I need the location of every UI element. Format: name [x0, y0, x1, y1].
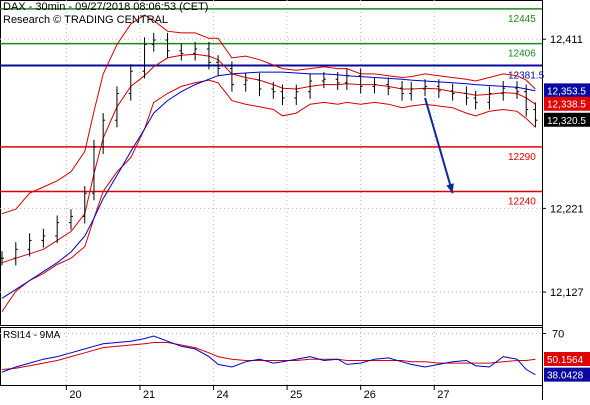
- y-tick-label: 12,411: [550, 34, 583, 46]
- price-tag: 12,338.5: [547, 100, 586, 111]
- price-tag-bg: [544, 83, 590, 98]
- rsi-title: RSI14 - 9MA: [3, 330, 61, 341]
- ma-slow-line: [1, 71, 536, 299]
- x-tick-label: 27: [437, 389, 449, 400]
- rsi-tag: 38.0428: [547, 371, 584, 382]
- price-tag-bg: [544, 112, 590, 127]
- x-tick-label: 24: [217, 389, 229, 400]
- level-label: 12406: [508, 49, 536, 60]
- ma-fast-line: [1, 53, 536, 264]
- rsi-tag-bg: [544, 352, 590, 367]
- price-tag-bg: [544, 96, 590, 111]
- x-tick-label: 26: [364, 389, 376, 400]
- level-label: 12290: [508, 152, 536, 163]
- x-tick-label: 21: [143, 389, 155, 400]
- main-plot-frame: [0, 0, 543, 326]
- forecast-arrow-head: [446, 183, 454, 194]
- rsi-plot-frame: [0, 327, 543, 386]
- rsi-ma-line: [1, 342, 536, 370]
- chart-header-source: Research © TRADING CENTRAL: [3, 14, 168, 26]
- lower-band-line: [1, 79, 536, 312]
- price-tag: 12,353.5: [547, 86, 586, 97]
- rsi-tag-bg: [544, 367, 590, 382]
- forecast-arrow-line: [424, 97, 454, 194]
- x-tick-label: 25: [290, 389, 302, 400]
- level-label: 12445: [508, 14, 536, 25]
- price-tag: 12,320.5: [547, 116, 586, 127]
- rsi-y-tick-label: 70: [552, 328, 564, 340]
- rsi-tag: 50.1564: [547, 355, 584, 366]
- level-label: 12240: [508, 196, 536, 207]
- level-label: 12381.5: [508, 70, 545, 81]
- upper-band-line: [1, 14, 536, 215]
- rsi-line: [1, 335, 536, 376]
- chart-header-title: DAX - 30min - 09/27/2018 08:06:53 (CET): [3, 1, 209, 13]
- y-tick-label: 12,221: [550, 203, 584, 215]
- y-tick-label: 12,127: [550, 287, 584, 299]
- x-tick-label: 20: [69, 389, 81, 400]
